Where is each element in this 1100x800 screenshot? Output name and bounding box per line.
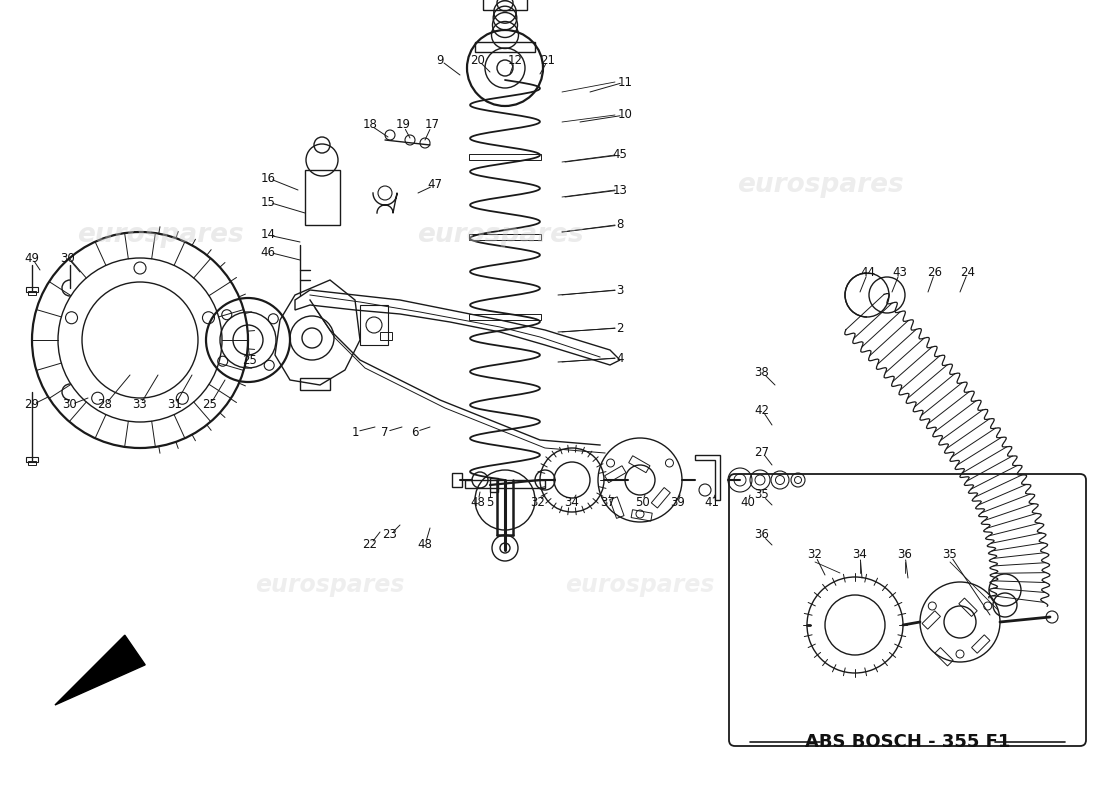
Text: 45: 45 [613, 149, 627, 162]
Text: 12: 12 [507, 54, 522, 66]
Text: 37: 37 [601, 495, 615, 509]
Text: eurospares: eurospares [77, 222, 243, 248]
Bar [631, 510, 652, 521]
Text: 3: 3 [616, 283, 624, 297]
Text: 50: 50 [635, 495, 649, 509]
Text: eurospares: eurospares [737, 172, 903, 198]
Bar [475, 42, 535, 52]
Text: 16: 16 [261, 171, 275, 185]
Text: 49: 49 [24, 251, 40, 265]
Bar [609, 497, 624, 518]
Bar [469, 314, 541, 320]
Text: 42: 42 [755, 403, 770, 417]
Text: 22: 22 [363, 538, 377, 551]
Text: 9: 9 [437, 54, 443, 66]
Text: 43: 43 [892, 266, 907, 278]
Text: ABS BOSCH - 355 F1: ABS BOSCH - 355 F1 [805, 733, 1010, 751]
Bar [922, 610, 940, 629]
Text: 40: 40 [740, 495, 756, 509]
Text: 47: 47 [428, 178, 442, 191]
Bar [490, 478, 498, 492]
Bar [605, 466, 626, 482]
Text: 38: 38 [755, 366, 769, 378]
Text: 48: 48 [471, 495, 485, 509]
Text: 6: 6 [411, 426, 419, 438]
Text: 28: 28 [98, 398, 112, 411]
Bar [300, 378, 330, 390]
Text: 14: 14 [261, 229, 275, 242]
Text: 25: 25 [202, 398, 218, 411]
Text: 24: 24 [960, 266, 976, 278]
Bar [26, 457, 39, 462]
Bar [360, 305, 388, 345]
Bar [28, 291, 36, 295]
Text: 33: 33 [133, 398, 147, 411]
Bar [465, 480, 544, 488]
Text: 4: 4 [616, 351, 624, 365]
Text: eurospares: eurospares [255, 573, 405, 597]
Text: 23: 23 [383, 529, 397, 542]
Text: 34: 34 [564, 495, 580, 509]
Text: 27: 27 [755, 446, 770, 458]
Text: 5: 5 [486, 495, 494, 509]
Text: 8: 8 [616, 218, 624, 231]
Text: 32: 32 [807, 549, 823, 562]
Text: eurospares: eurospares [417, 222, 583, 248]
Text: 34: 34 [852, 549, 868, 562]
Bar [26, 287, 39, 292]
Text: 36: 36 [755, 529, 769, 542]
Text: 39: 39 [671, 495, 685, 509]
Text: 2: 2 [616, 322, 624, 334]
Text: eurospares: eurospares [565, 573, 715, 597]
Bar [651, 487, 670, 508]
Text: 11: 11 [617, 75, 632, 89]
Text: 30: 30 [60, 251, 76, 265]
Text: 41: 41 [704, 495, 719, 509]
Text: 29: 29 [24, 398, 40, 411]
Bar [305, 170, 340, 225]
Bar [469, 154, 541, 160]
Text: 17: 17 [425, 118, 440, 131]
Bar [935, 647, 954, 666]
Text: 1: 1 [351, 426, 359, 438]
Text: 10: 10 [617, 109, 632, 122]
Text: 26: 26 [927, 266, 943, 278]
Bar [483, 0, 527, 10]
Text: 25: 25 [243, 354, 257, 366]
Text: 31: 31 [167, 398, 183, 411]
Text: 30: 30 [63, 398, 77, 411]
Bar [379, 332, 392, 340]
Bar [469, 234, 541, 240]
Text: 36: 36 [898, 549, 912, 562]
Text: 15: 15 [261, 195, 275, 209]
Text: 46: 46 [261, 246, 275, 258]
Text: 20: 20 [471, 54, 485, 66]
Text: 18: 18 [363, 118, 377, 131]
Text: 19: 19 [396, 118, 410, 131]
Text: 32: 32 [530, 495, 546, 509]
Text: 48: 48 [418, 538, 432, 551]
Text: 21: 21 [540, 54, 556, 66]
Bar [28, 461, 36, 465]
Bar [959, 598, 977, 617]
Text: 13: 13 [613, 183, 627, 197]
Text: 44: 44 [860, 266, 876, 278]
Bar [971, 635, 990, 654]
Bar [452, 473, 462, 487]
Text: 35: 35 [755, 489, 769, 502]
Text: 35: 35 [943, 549, 957, 562]
Text: 7: 7 [382, 426, 388, 438]
Bar [629, 456, 650, 473]
Polygon shape [55, 635, 145, 705]
